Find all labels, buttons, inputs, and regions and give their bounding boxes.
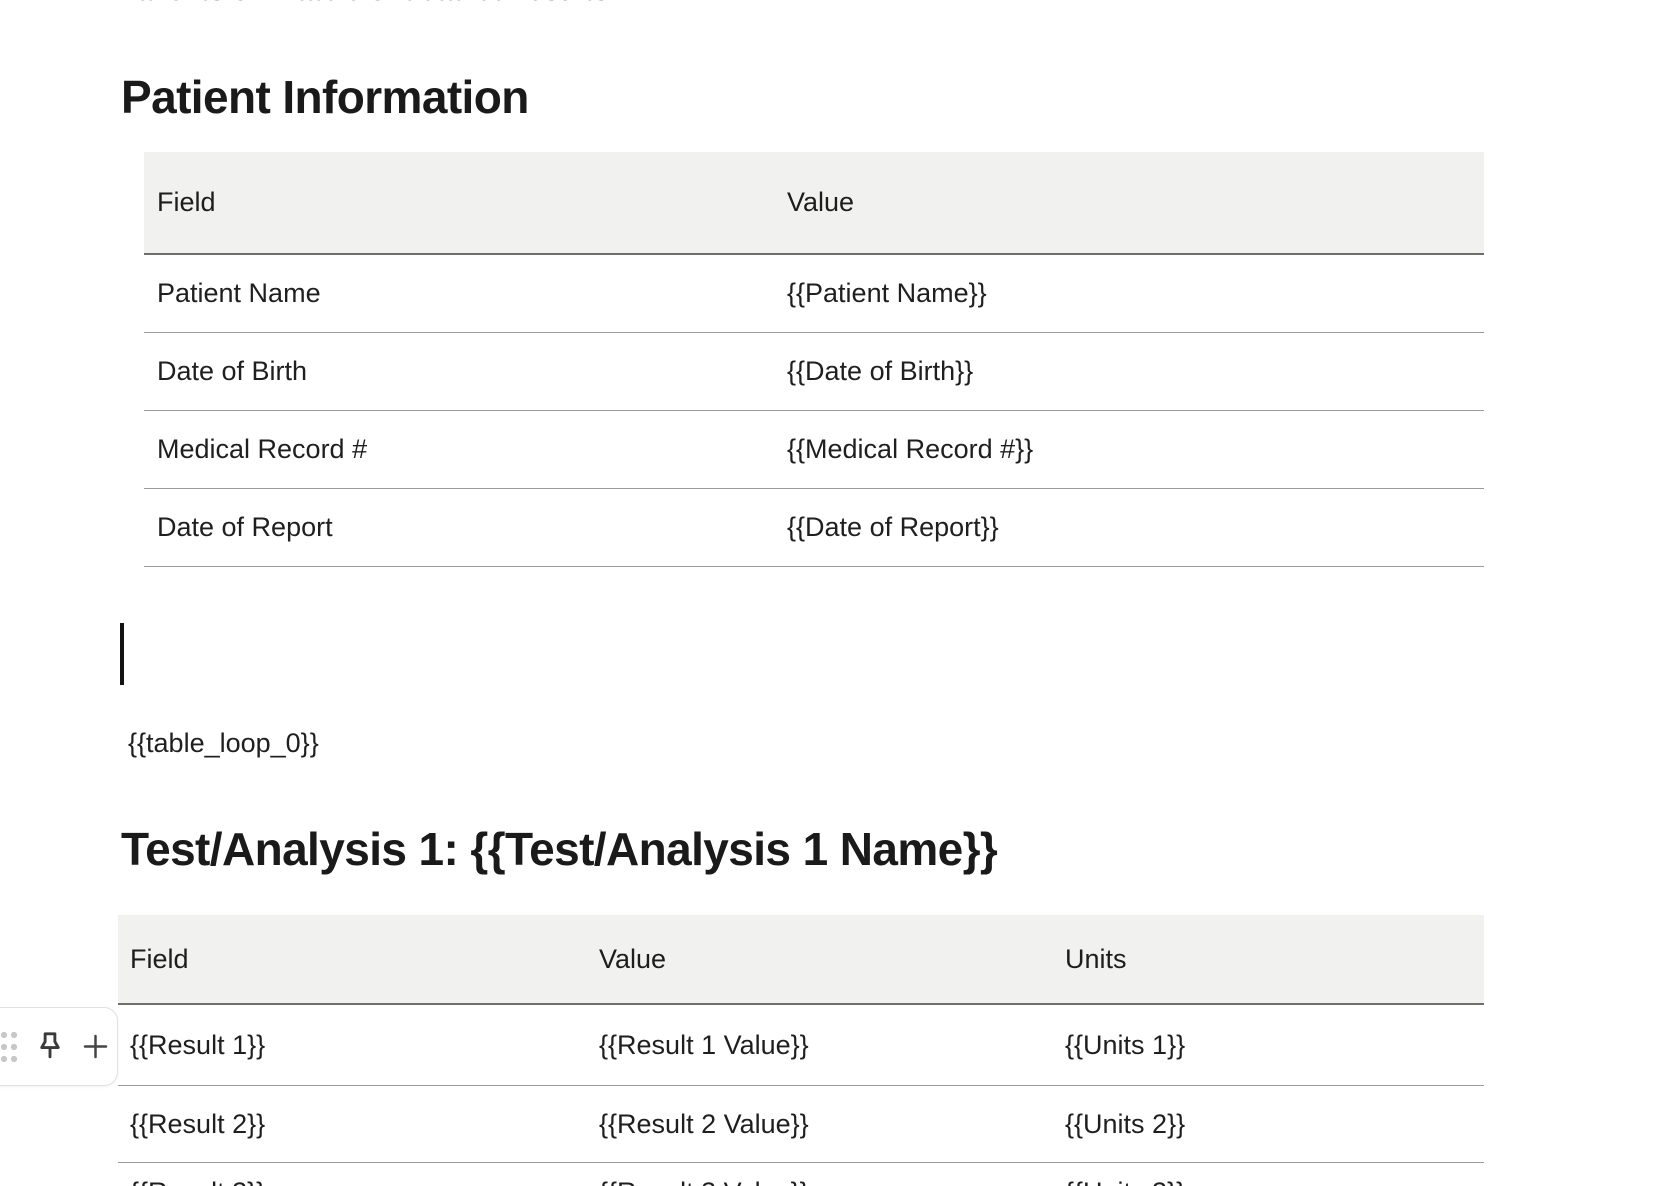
header-cell-value[interactable]: Value xyxy=(771,187,1484,218)
plus-icon[interactable] xyxy=(82,1033,109,1060)
table-cell[interactable]: {{Units 3}} xyxy=(1053,1163,1484,1186)
table-row: {{Result 3}} {{Result 3 Value}} {{Units … xyxy=(118,1163,1484,1186)
table-row: {{Result 2}} {{Result 2 Value}} {{Units … xyxy=(118,1086,1484,1163)
test-analysis-table: Field Value Units {{Result 1}} {{Result … xyxy=(118,915,1484,1186)
table-cell[interactable]: {{Result 2}} xyxy=(118,1109,589,1140)
pin-icon[interactable] xyxy=(35,1029,65,1065)
patient-information-heading[interactable]: Patient Information xyxy=(121,70,529,124)
header-cell-field[interactable]: Field xyxy=(144,187,771,218)
table-row: Date of Birth {{Date of Birth}} xyxy=(144,333,1484,411)
table-cell[interactable]: {{Units 1}} xyxy=(1053,1030,1484,1061)
text-cursor xyxy=(120,623,124,685)
table-cell[interactable]: {{Date of Report}} xyxy=(771,512,1484,543)
table-row: Medical Record # {{Medical Record #}} xyxy=(144,411,1484,489)
table-header-row: Field Value xyxy=(144,152,1484,255)
table-cell[interactable]: Date of Report xyxy=(144,512,771,543)
header-cell-units[interactable]: Units xyxy=(1053,944,1484,975)
header-cell-field[interactable]: Field xyxy=(118,944,589,975)
test-analysis-heading[interactable]: Test/Analysis 1: {{Test/Analysis 1 Name}… xyxy=(121,822,997,876)
table-row: {{Result 1}} {{Result 1 Value}} {{Units … xyxy=(118,1005,1484,1086)
table-cell[interactable]: {{Medical Record #}} xyxy=(771,434,1484,465)
table-cell[interactable]: {{Date of Birth}} xyxy=(771,356,1484,387)
table-cell[interactable]: {{Result 1}} xyxy=(118,1030,589,1061)
table-cell[interactable]: {{Result 2 Value}} xyxy=(589,1109,1053,1140)
table-cell[interactable]: {{Result 3 Value}} xyxy=(589,1163,1053,1186)
table-row: Patient Name {{Patient Name}} xyxy=(144,255,1484,333)
table-cell[interactable]: {{Result 1 Value}} xyxy=(589,1030,1053,1061)
block-toolbar xyxy=(0,1007,118,1086)
intro-paragraph-cutoff[interactable]: have its own table of detailed results. xyxy=(120,0,616,9)
document-editor-canvas[interactable]: have its own table of detailed results. … xyxy=(0,0,1664,1186)
table-cell[interactable]: {{Units 2}} xyxy=(1053,1109,1484,1140)
table-cell[interactable]: Date of Birth xyxy=(144,356,771,387)
table-cell[interactable]: {{Patient Name}} xyxy=(771,278,1484,309)
table-loop-placeholder[interactable]: {{table_loop_0}} xyxy=(128,726,319,760)
table-cell[interactable]: {{Result 3}} xyxy=(118,1163,589,1186)
table-cell[interactable]: Patient Name xyxy=(144,278,771,309)
table-header-row: Field Value Units xyxy=(118,915,1484,1005)
header-cell-value[interactable]: Value xyxy=(589,944,1053,975)
table-row: Date of Report {{Date of Report}} xyxy=(144,489,1484,567)
table-cell[interactable]: Medical Record # xyxy=(144,434,771,465)
patient-info-table: Field Value Patient Name {{Patient Name}… xyxy=(144,152,1484,567)
drag-handle-icon[interactable] xyxy=(0,1028,18,1066)
